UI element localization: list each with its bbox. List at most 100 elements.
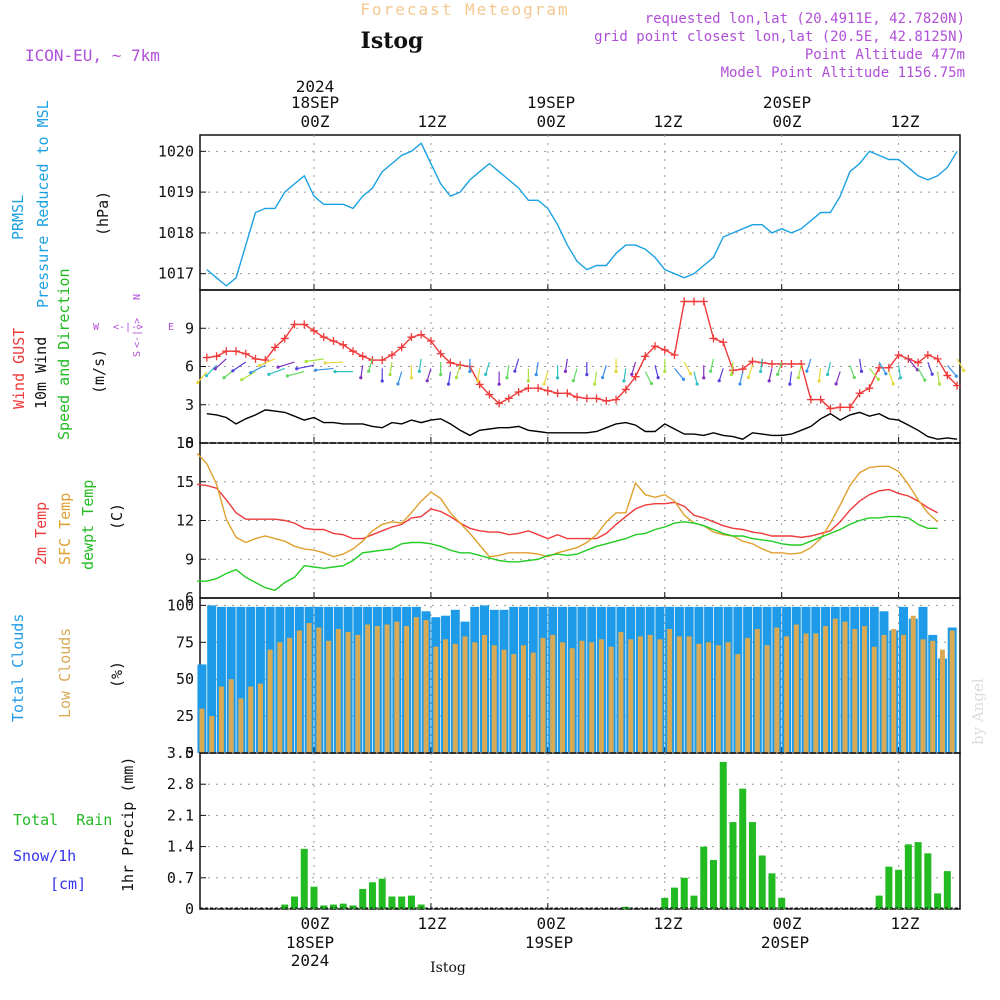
gust-marker-70 <box>884 363 893 372</box>
compass-w: W <box>93 322 100 333</box>
wind-arrow-50 <box>693 371 698 385</box>
gust-marker-28 <box>475 380 484 389</box>
wind-arrow-10 <box>287 371 305 377</box>
low-cloud-bar-50 <box>686 636 692 753</box>
wind-arrowhead-54 <box>729 372 734 377</box>
wind-arrowhead-47 <box>663 369 667 374</box>
gust-marker-77 <box>953 381 962 390</box>
wind-arrow-53 <box>718 368 724 381</box>
gust-marker-62 <box>806 395 815 404</box>
low-cloud-bar-64 <box>823 626 829 753</box>
gust-marker-45 <box>641 352 650 361</box>
compass-s: S <box>132 351 143 357</box>
wind-arrowhead-9 <box>276 365 280 369</box>
pressure-ytick-label-2: 1019 <box>158 183 194 201</box>
bottom-day-label-1: 18SEP <box>286 933 334 952</box>
station-name: Istog <box>361 28 424 54</box>
pressure-unit: (hPa) <box>94 191 112 236</box>
pressure-panel: 1017 1018 1019 1020 <box>158 134 961 291</box>
clouds-ytick-label-0: 0 <box>185 744 194 762</box>
gust-marker-12 <box>319 333 328 342</box>
low-cloud-bar-40 <box>589 642 595 753</box>
wind-arrow-62 <box>806 358 812 372</box>
top-tick-label-2: 12Z <box>418 112 447 131</box>
wind-arrowhead-41 <box>600 375 605 380</box>
gust-marker-73 <box>914 358 923 367</box>
gust-marker-38 <box>573 393 582 402</box>
wind-arrow-63 <box>818 368 822 382</box>
wind-arrowhead-74 <box>930 372 934 376</box>
gust-marker-21 <box>407 333 416 342</box>
top-day-label-1: 18SEP <box>291 93 339 112</box>
low-cloud-bar-60 <box>784 636 790 753</box>
wind-arrowhead-10 <box>285 374 289 378</box>
wind-arrowhead-73 <box>923 378 927 382</box>
pressure-ytick-label-0: 1017 <box>158 265 194 283</box>
wind-arrowhead-24 <box>439 373 443 377</box>
wind-arrow-31 <box>506 365 510 378</box>
pressure-label-msl: Pressure Reduced to MSL <box>34 100 52 308</box>
wind-arrow-22 <box>418 358 422 372</box>
wind-arrowhead-4 <box>231 369 235 373</box>
wind-arrowhead-28 <box>476 379 480 383</box>
rain-bar-11 <box>388 896 396 909</box>
low-cloud-bar-11 <box>306 623 312 753</box>
low-cloud-bar-25 <box>443 639 449 753</box>
gust-marker-26 <box>456 361 465 370</box>
rain-bar-17 <box>671 887 679 909</box>
temperature-series-2-line <box>197 515 938 592</box>
gust-marker-10 <box>300 320 309 329</box>
gust-marker-22 <box>417 330 426 339</box>
wind-arrow-46 <box>654 365 659 378</box>
temperature-ytick-label-0: 6 <box>185 589 194 607</box>
temp-labels: 2m Temp SFC Temp dewpt Temp (C) <box>32 480 126 570</box>
wind-arrowhead-11 <box>295 367 299 371</box>
low-cloud-bar-5 <box>248 686 254 753</box>
gust-marker-35 <box>543 386 552 395</box>
top-tick-label-3: 00Z <box>537 112 566 131</box>
rain-bar-9 <box>368 882 376 909</box>
low-cloud-bar-34 <box>530 652 536 753</box>
gust-marker-67 <box>855 389 864 398</box>
low-cloud-bar-54 <box>725 642 731 753</box>
temperature-ytick-label-4: 18 <box>176 434 194 452</box>
rain-bar-27 <box>768 873 776 909</box>
gust-marker-16 <box>358 352 367 361</box>
rain-bar-16 <box>661 897 669 909</box>
gust-marker-63 <box>816 395 825 404</box>
gust-marker-19 <box>387 351 396 360</box>
total-cloud-bar-4 <box>236 606 246 753</box>
low-cloud-bar-17 <box>365 624 371 753</box>
low-cloud-bar-3 <box>228 679 234 753</box>
wind-arrowhead-77 <box>962 368 966 373</box>
temp-unit: (C) <box>108 503 126 530</box>
rain-bar-31 <box>885 866 893 909</box>
wind-arrowhead-35 <box>542 382 546 386</box>
wind-arrowhead-26 <box>454 375 459 380</box>
wind-arrowhead-34 <box>534 372 538 377</box>
low-cloud-bar-72 <box>900 634 906 753</box>
low-cloud-bar-33 <box>520 645 526 753</box>
wind-arrowhead-48 <box>681 377 686 381</box>
rain-bar-14 <box>417 904 425 909</box>
wind-arrowhead-46 <box>656 376 660 380</box>
precipitation-ytick-label-4: 2.8 <box>167 775 194 793</box>
top-tick-label-1: 00Z <box>301 112 330 131</box>
wind-arrowhead-7 <box>258 363 262 368</box>
low-clouds-label: Low Clouds <box>56 628 74 718</box>
compass-arrow: <-|-> <box>113 322 143 333</box>
wind-arrow-55 <box>739 371 744 385</box>
low-cloud-bar-48 <box>667 629 673 753</box>
bottom-tick-label-2: 12Z <box>418 914 447 933</box>
top-day-label-2: 19SEP <box>527 93 575 112</box>
wind-gust-label: Wind GUST <box>10 328 28 409</box>
wind-arrow-16 <box>360 365 364 378</box>
wind-arrowhead-30 <box>497 382 501 386</box>
wind-arrow-77 <box>956 358 965 371</box>
low-cloud-bar-32 <box>511 654 517 753</box>
wind-arrow-65 <box>835 371 841 385</box>
wind-arrowhead-32 <box>513 369 517 373</box>
wind-arrowhead-63 <box>817 379 821 383</box>
top-year-label: 2024 <box>296 77 335 96</box>
